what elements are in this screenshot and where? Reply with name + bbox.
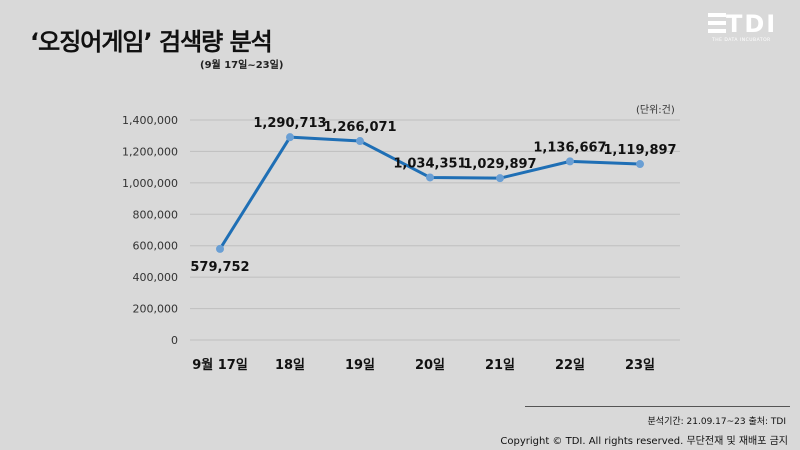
x-tick-label: 22일 <box>555 358 585 373</box>
x-tick-label: 18일 <box>275 358 305 373</box>
data-label: 1,034,351 <box>393 156 466 171</box>
data-point <box>356 137 364 146</box>
data-point <box>566 157 574 166</box>
gridlines <box>190 119 680 341</box>
data-point <box>426 173 434 182</box>
logo-wordmark: TDI <box>708 10 777 38</box>
unit-label: (단위:건) <box>636 105 675 116</box>
y-tick-label: 800,000 <box>133 208 179 221</box>
data-point <box>496 174 504 183</box>
series-line-group <box>216 133 644 253</box>
y-tick-label: 0 <box>171 334 178 347</box>
y-tick-label: 1,200,000 <box>122 145 178 158</box>
x-axis-ticks: 9월 17일 18일 19일 20일 21일 22일 23일 <box>192 357 655 373</box>
logo-tagline: THE DATA INCUBATOR <box>712 38 771 43</box>
footer-divider <box>525 406 790 407</box>
y-axis-ticks: 0 200,000 400,000 600,000 800,000 1,000,000 1,… <box>122 114 178 347</box>
x-tick-label: 9월 17일 <box>192 357 248 373</box>
x-tick-label: 20일 <box>415 358 445 373</box>
y-tick-label: 1,400,000 <box>122 114 178 127</box>
data-label: 1,029,897 <box>463 157 536 172</box>
data-point <box>216 244 224 253</box>
x-tick-label: 19일 <box>345 358 375 373</box>
data-label: 1,290,713 <box>253 116 326 131</box>
y-tick-label: 400,000 <box>133 271 179 284</box>
data-label: 1,119,897 <box>603 143 676 158</box>
logo-bars-icon <box>708 13 726 35</box>
chart-subtitle: (9월 17일~23일) <box>200 60 284 71</box>
source-note: 분석기간: 21.09.17~23 출처: TDI <box>647 417 786 427</box>
y-tick-label: 1,000,000 <box>122 177 178 190</box>
data-label: 1,266,071 <box>323 120 396 135</box>
data-point <box>636 160 644 169</box>
x-tick-label: 23일 <box>625 358 655 373</box>
y-tick-label: 600,000 <box>133 240 179 253</box>
data-point <box>286 133 294 142</box>
data-label: 579,752 <box>190 260 249 275</box>
chart-title: ‘오징어게임’ 검색량 분석 <box>30 28 273 56</box>
data-label: 1,136,667 <box>533 140 606 155</box>
x-tick-label: 21일 <box>485 358 515 373</box>
y-tick-label: 200,000 <box>133 303 179 316</box>
copyright-notice: Copyright © TDI. All rights reserved. 무단… <box>500 436 788 447</box>
